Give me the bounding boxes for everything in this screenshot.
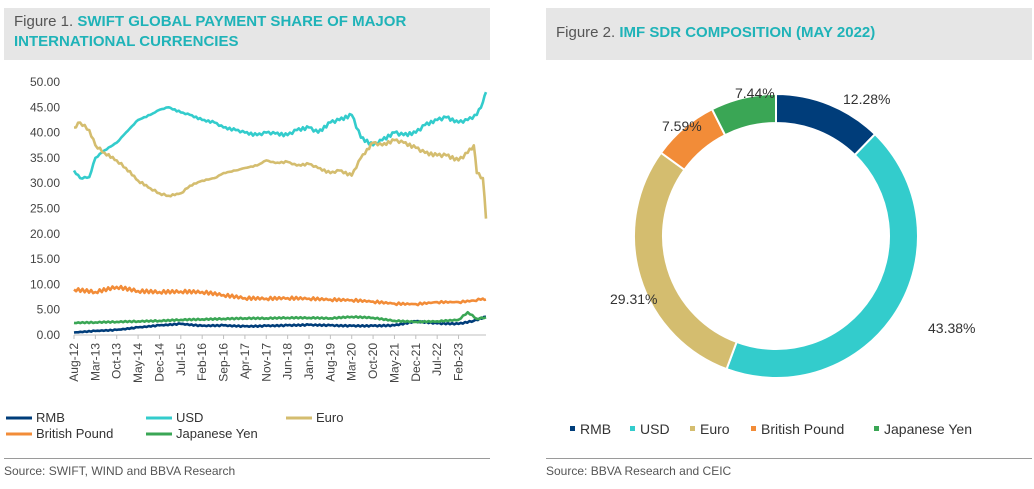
legend-label: RMB xyxy=(36,410,65,425)
x-tick-label: Dec-14 xyxy=(152,343,166,382)
series-line-euro xyxy=(73,121,488,219)
legend-label: USD xyxy=(640,421,670,437)
x-tick-label: Jul-22 xyxy=(430,343,444,376)
y-tick-label: 15.00 xyxy=(30,252,60,266)
y-tick-label: 50.00 xyxy=(30,75,60,89)
figure-1-title: SWIFT GLOBAL PAYMENT SHARE OF MAJOR INTE… xyxy=(14,13,407,50)
donut-slice-usd xyxy=(725,132,919,379)
legend-label: USD xyxy=(176,410,203,425)
figure-2-header: Figure 2. IMF SDR COMPOSITION (MAY 2022) xyxy=(546,8,1032,60)
y-tick-label: 45.00 xyxy=(30,100,60,114)
figure-1-source: Source: SWIFT, WIND and BBVA Research xyxy=(4,458,490,478)
slice-value-label: 29.31% xyxy=(610,291,657,307)
legend-swatch xyxy=(751,426,756,431)
series-line-british-pound xyxy=(73,284,487,307)
x-tick-label: Oct-13 xyxy=(110,343,124,379)
y-tick-label: 35.00 xyxy=(30,151,60,165)
y-tick-label: 40.00 xyxy=(30,126,60,140)
x-tick-label: Aug-12 xyxy=(67,343,81,382)
y-tick-label: 30.00 xyxy=(30,176,60,190)
y-tick-label: 25.00 xyxy=(30,202,60,216)
figure-1-header: Figure 1. SWIFT GLOBAL PAYMENT SHARE OF … xyxy=(4,8,490,60)
figure-2-panel: Figure 2. IMF SDR COMPOSITION (MAY 2022)… xyxy=(546,0,1034,489)
x-tick-label: Apr-17 xyxy=(238,343,252,379)
figure-2-title: IMF SDR COMPOSITION (MAY 2022) xyxy=(619,24,876,41)
slice-value-label: 7.44% xyxy=(735,85,775,101)
legend-swatch xyxy=(570,426,575,431)
legend-label: Euro xyxy=(700,421,730,437)
slice-value-label: 7.59% xyxy=(662,118,702,134)
figure-1-panel: Figure 1. SWIFT GLOBAL PAYMENT SHARE OF … xyxy=(4,0,492,489)
x-tick-label: Mar-20 xyxy=(345,343,359,381)
figure-2-source: Source: BBVA Research and CEIC xyxy=(546,458,1032,478)
legend-label: Japanese Yen xyxy=(176,426,258,441)
y-tick-label: 20.00 xyxy=(30,227,60,241)
donut-chart: 12.28% 43.38% 29.31% 7.59% 7.44% RMB USD Euro Br… xyxy=(570,85,975,437)
series-line-japanese-yen xyxy=(73,310,487,325)
figure-2-number: Figure 2. xyxy=(556,24,616,41)
line-chart: 0.00 5.00 10.00 15.00 20.00 25.00 30.00 35.00 40… xyxy=(6,75,488,441)
series-line-usd xyxy=(72,91,488,180)
x-tick-label: Feb-23 xyxy=(452,343,466,381)
x-tick-label: Aug-19 xyxy=(323,343,337,382)
legend-swatch xyxy=(690,426,695,431)
donut-slice-euro xyxy=(633,151,738,371)
slice-value-label: 12.28% xyxy=(843,91,890,107)
x-tick-label: Sep-16 xyxy=(217,343,231,382)
y-tick-label: 10.00 xyxy=(30,277,60,291)
x-tick-label: Dec-21 xyxy=(409,343,423,382)
figure-1-number: Figure 1. xyxy=(14,13,74,30)
legend-swatch xyxy=(874,426,879,431)
x-tick-label: May-21 xyxy=(387,343,401,383)
slice-value-label: 43.38% xyxy=(928,320,975,336)
x-tick-label: Mar-13 xyxy=(88,343,102,381)
x-tick-label: Jan-19 xyxy=(302,343,316,380)
y-tick-label: 5.00 xyxy=(37,303,61,317)
x-tick-label: Nov-17 xyxy=(259,343,273,382)
y-tick-label: 0.00 xyxy=(37,328,61,342)
x-tick-label: Jul-15 xyxy=(174,343,188,376)
x-tick-label: Jun-18 xyxy=(281,343,295,380)
x-tick-label: Oct-20 xyxy=(366,343,380,379)
legend-label: British Pound xyxy=(36,426,113,441)
legend-label: British Pound xyxy=(761,421,844,437)
x-tick-label: Feb-16 xyxy=(195,343,209,381)
legend-label: RMB xyxy=(580,421,611,437)
legend-label: Japanese Yen xyxy=(884,421,972,437)
legend-label: Euro xyxy=(316,410,343,425)
donut-slice-japanese-yen xyxy=(710,92,777,137)
legend-swatch xyxy=(630,426,635,431)
x-tick-label: May-14 xyxy=(131,343,145,383)
